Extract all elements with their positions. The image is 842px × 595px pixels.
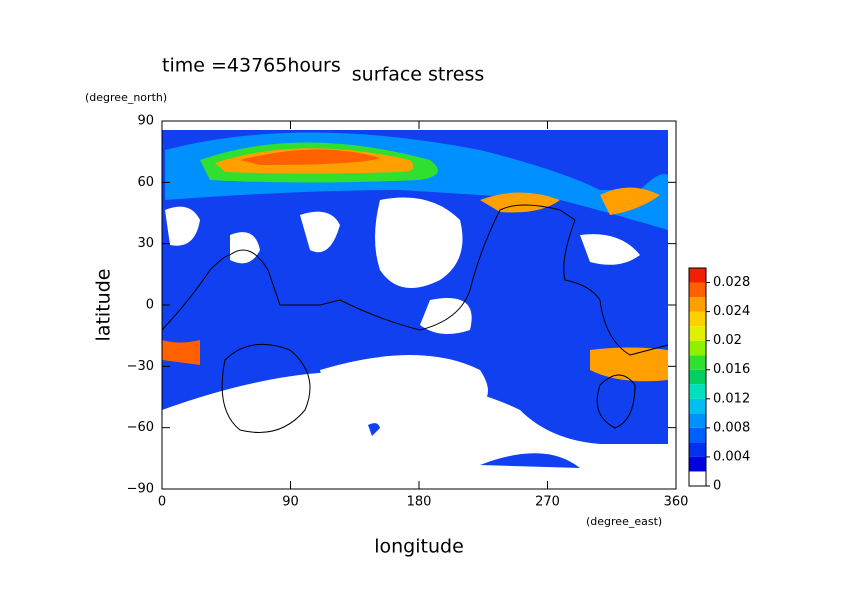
colorbar-tick-label: 0.028 (713, 275, 750, 290)
chart-title: surface stress (352, 64, 485, 86)
colorbar-tick-label: 0.016 (713, 362, 750, 377)
y-tick-label: 90 (137, 114, 154, 129)
y-tick-label: 60 (137, 175, 154, 190)
colorbar-band (689, 311, 706, 327)
colorbar-band (689, 340, 706, 356)
y-tick-label: −60 (127, 420, 154, 435)
colorbar-tick-label: 0.004 (713, 449, 750, 464)
x-tick-label: 270 (535, 495, 560, 510)
colorbar-band (689, 456, 706, 472)
x-tick-label: 360 (664, 495, 689, 510)
colorbar-tick-label: 0.024 (713, 304, 750, 319)
colorbar-band (689, 297, 706, 312)
colorbar-band (689, 384, 706, 399)
x-unit: (degree_east) (586, 515, 662, 528)
x-tick-label: 0 (158, 495, 166, 510)
colorbar-tick-label: 0.012 (713, 391, 750, 406)
y-tick-label: −30 (127, 359, 154, 374)
y-tick-label: 30 (137, 236, 154, 251)
colorbar-band (689, 427, 706, 443)
colorbar-tick-label: 0.02 (713, 333, 742, 348)
colorbar-band (689, 282, 706, 298)
colorbar-band (689, 355, 706, 370)
y-tick-label: 0 (146, 298, 154, 313)
colorbar-band (689, 442, 706, 457)
field (161, 130, 669, 490)
colorbar-tick-label: 0 (713, 479, 721, 494)
colorbar-band (689, 326, 706, 341)
y-unit: (degree_north) (85, 91, 167, 104)
colorbar-frame (688, 267, 707, 487)
y-axis-label: latitude (93, 269, 115, 342)
colorbar-band (689, 471, 706, 486)
x-tick-label: 90 (282, 495, 299, 510)
colorbar-band (689, 369, 706, 385)
colorbar-band (689, 413, 706, 428)
colorbar-band (689, 268, 706, 283)
colorbar-tick-label: 0.008 (713, 420, 750, 435)
x-tick-label: 180 (407, 495, 432, 510)
x-axis-label: longitude (374, 536, 464, 558)
annotation: time =43765hours (162, 55, 341, 77)
y-tick-label: −90 (127, 482, 154, 497)
colorbar-band (689, 398, 706, 414)
